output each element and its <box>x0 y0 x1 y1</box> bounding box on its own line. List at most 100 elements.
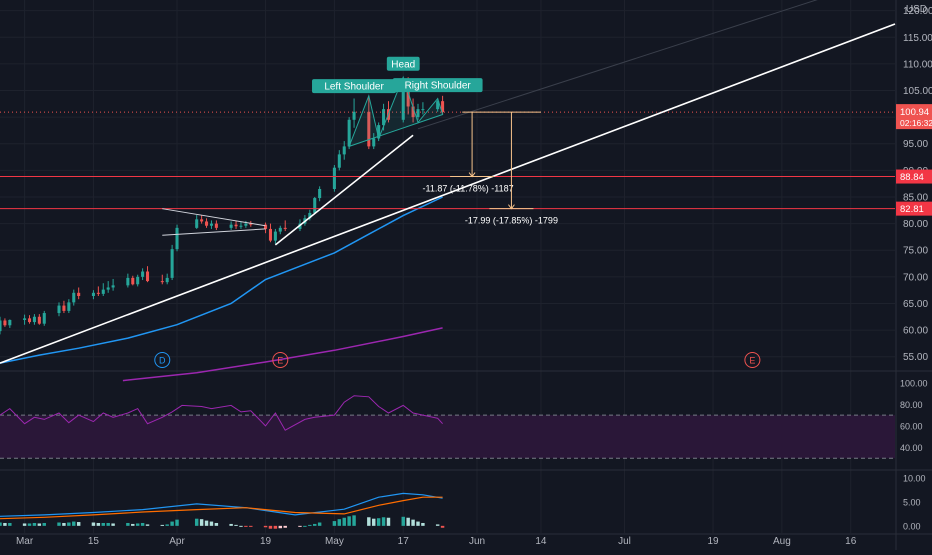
event-marker <box>744 352 761 368</box>
macd-histogram-bar <box>435 524 440 526</box>
x-tick-label: Mar <box>16 536 34 547</box>
candle-body <box>214 223 218 228</box>
candle-body <box>111 285 115 288</box>
x-tick-label: Jun <box>469 536 485 547</box>
macd-histogram-bar <box>352 515 356 526</box>
macd-histogram-bar <box>416 521 420 526</box>
macd-histogram-bar <box>367 517 371 526</box>
neckline <box>274 134 414 246</box>
macd-histogram-bar <box>204 520 209 526</box>
candle-body <box>239 225 243 227</box>
pattern-label-bg <box>386 56 420 71</box>
macd-histogram-bar <box>57 522 61 526</box>
rsi-band <box>0 415 895 459</box>
macd-histogram-bar <box>303 525 307 527</box>
candle-body <box>131 277 135 285</box>
candle-body <box>136 276 140 285</box>
macd-histogram-bar <box>194 518 199 526</box>
candle-body <box>32 316 36 323</box>
candle-body <box>37 316 41 324</box>
candle-body <box>268 228 272 241</box>
macd-histogram-bar <box>126 522 130 526</box>
macd-histogram-bar <box>214 522 219 526</box>
y-tick-label: 110.00 <box>903 59 932 70</box>
currency-label: USD <box>906 4 927 15</box>
candle-body <box>67 302 71 311</box>
macd-histogram-bar <box>209 521 214 526</box>
x-tick-label: 19 <box>260 536 272 547</box>
macd-histogram-bar <box>347 516 351 526</box>
macd-histogram-bar <box>0 522 2 526</box>
candle-body <box>401 90 405 120</box>
x-tick-label: Apr <box>169 536 185 547</box>
y-tick-label: 120.00 <box>903 6 932 17</box>
candle-body <box>406 90 410 107</box>
macd-histogram-bar <box>67 522 71 526</box>
x-tick-label: 16 <box>845 536 857 547</box>
macd-histogram-bar <box>199 519 204 526</box>
band-layer <box>0 414 895 459</box>
macd-histogram-bar <box>111 523 115 526</box>
event-marker-letter: E <box>277 356 283 366</box>
candle-body <box>313 198 317 213</box>
candle-body <box>0 320 2 332</box>
candle-body <box>170 249 174 278</box>
candle-body <box>229 224 233 228</box>
pattern-label: Left Shoulder <box>324 82 384 93</box>
macd-histogram-bar <box>278 525 283 529</box>
macd-histogram-bar <box>376 518 381 526</box>
macd-line <box>0 492 443 517</box>
candle-body <box>273 231 277 241</box>
candle-body <box>332 167 336 189</box>
x-tick-label: 19 <box>707 536 719 547</box>
candle-body <box>249 223 253 225</box>
candle-body <box>91 292 95 296</box>
x-tick-label: 17 <box>398 536 410 547</box>
candle-body <box>372 138 376 147</box>
y-tick-label: 65.00 <box>903 299 928 310</box>
macd-histogram-bar <box>42 522 46 526</box>
macd-histogram-bar <box>165 524 169 526</box>
x-tick-label: Jul <box>618 536 631 547</box>
level-label-bg <box>896 201 932 216</box>
macd-histogram-bar <box>268 525 273 529</box>
macd-histogram-bar <box>308 524 312 526</box>
candle-body <box>264 224 268 229</box>
candle-body <box>141 271 145 277</box>
macd-histogram-bar <box>76 522 81 526</box>
candle-body <box>160 281 164 283</box>
candle-body <box>416 109 420 118</box>
y-tick-label: 80.00 <box>903 219 928 230</box>
drawings-layer: Left Shoulder Head Right Shoulder -11.87 (-… <box>0 0 896 368</box>
candle-body <box>27 318 32 323</box>
macd-histogram-bar <box>96 522 101 526</box>
candle-body <box>342 146 346 155</box>
candle-body <box>101 289 105 294</box>
candle-body <box>337 154 341 168</box>
macd-histogram-bar <box>421 522 425 526</box>
triangle-lower-line <box>162 228 266 236</box>
macd-histogram-bar <box>283 525 287 528</box>
y-tick-label: 105.00 <box>903 86 932 97</box>
y-tick-label: 70.00 <box>903 272 928 283</box>
macd-histogram-bar <box>8 522 12 526</box>
macd-histogram-bar <box>135 523 140 526</box>
candle-body <box>367 111 371 147</box>
candle-body <box>244 223 248 226</box>
macd-histogram-bar <box>273 525 278 529</box>
level-label: 88.84 <box>900 172 924 183</box>
macd-histogram-bar <box>160 524 165 526</box>
candles-layer <box>0 77 445 335</box>
event-marker-letter: D <box>159 356 166 366</box>
rsi-y-tick-label: 40.00 <box>900 443 923 453</box>
candle-body <box>318 188 322 199</box>
candle-body <box>146 271 150 282</box>
candle-body <box>106 287 110 290</box>
pattern-label: Right Shoulder <box>405 81 472 92</box>
price-label: 100.94 <box>900 107 929 118</box>
candle-body <box>3 320 7 326</box>
macd-histogram-bar <box>62 522 66 526</box>
macd-histogram-bar <box>381 517 386 526</box>
